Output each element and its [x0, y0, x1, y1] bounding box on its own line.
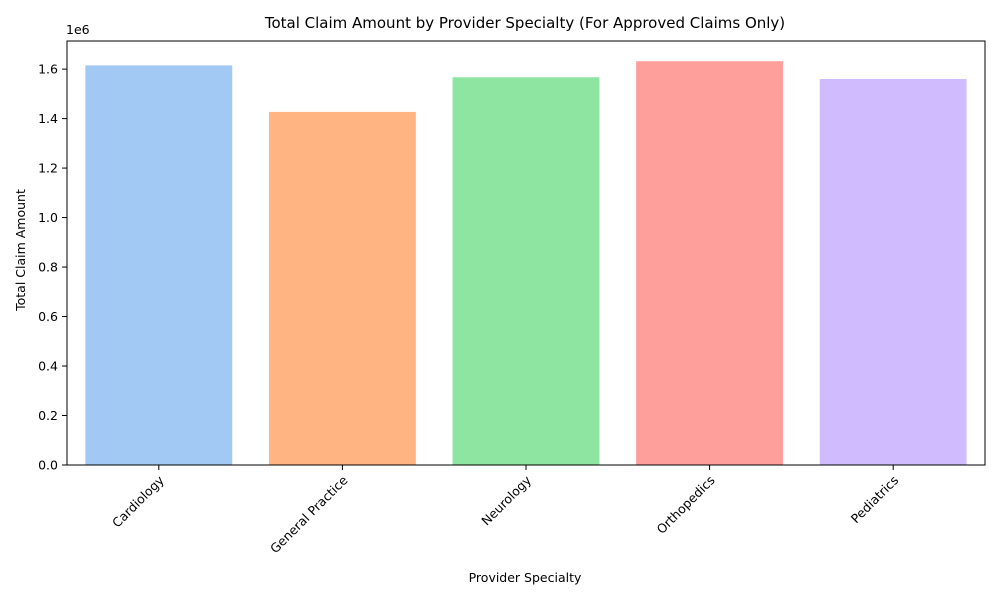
bar-cardiology: [85, 65, 233, 466]
y-axis-label: Total Claim Amount: [13, 189, 28, 312]
chart-title: Total Claim Amount by Provider Specialty…: [264, 14, 785, 32]
x-tick-label: General Practice: [267, 472, 351, 556]
bar-orthopedics: [636, 61, 784, 465]
bar-pediatrics: [819, 79, 967, 465]
plot-frame: [66, 40, 986, 466]
bar-neurology: [452, 77, 600, 466]
x-tick-label: Orthopedics: [653, 473, 717, 537]
y-tick-label: 1.0: [38, 210, 58, 225]
y-tick-label: 1.2: [38, 161, 58, 176]
x-tick-label: Neurology: [478, 472, 534, 528]
y-tick-label: 0.0: [38, 458, 58, 473]
y-tick-label: 1.6: [38, 62, 58, 77]
y-tick-label: 1.4: [38, 111, 58, 126]
bar-general-practice: [268, 111, 416, 465]
y-tick-label: 0.8: [38, 260, 58, 275]
x-tick-label: Pediatrics: [848, 473, 902, 527]
y-tick-label: 0.2: [38, 408, 58, 423]
y-axis-offset-label: 1e6: [66, 22, 90, 37]
y-tick-label: 0.6: [38, 309, 58, 324]
y-tick-label: 0.4: [38, 359, 58, 374]
x-axis-label: Provider Specialty: [469, 570, 582, 585]
plot-area: Cardiology General Practice Neurology Ortho…: [38, 40, 986, 556]
x-tick-label: Cardiology: [109, 472, 167, 530]
